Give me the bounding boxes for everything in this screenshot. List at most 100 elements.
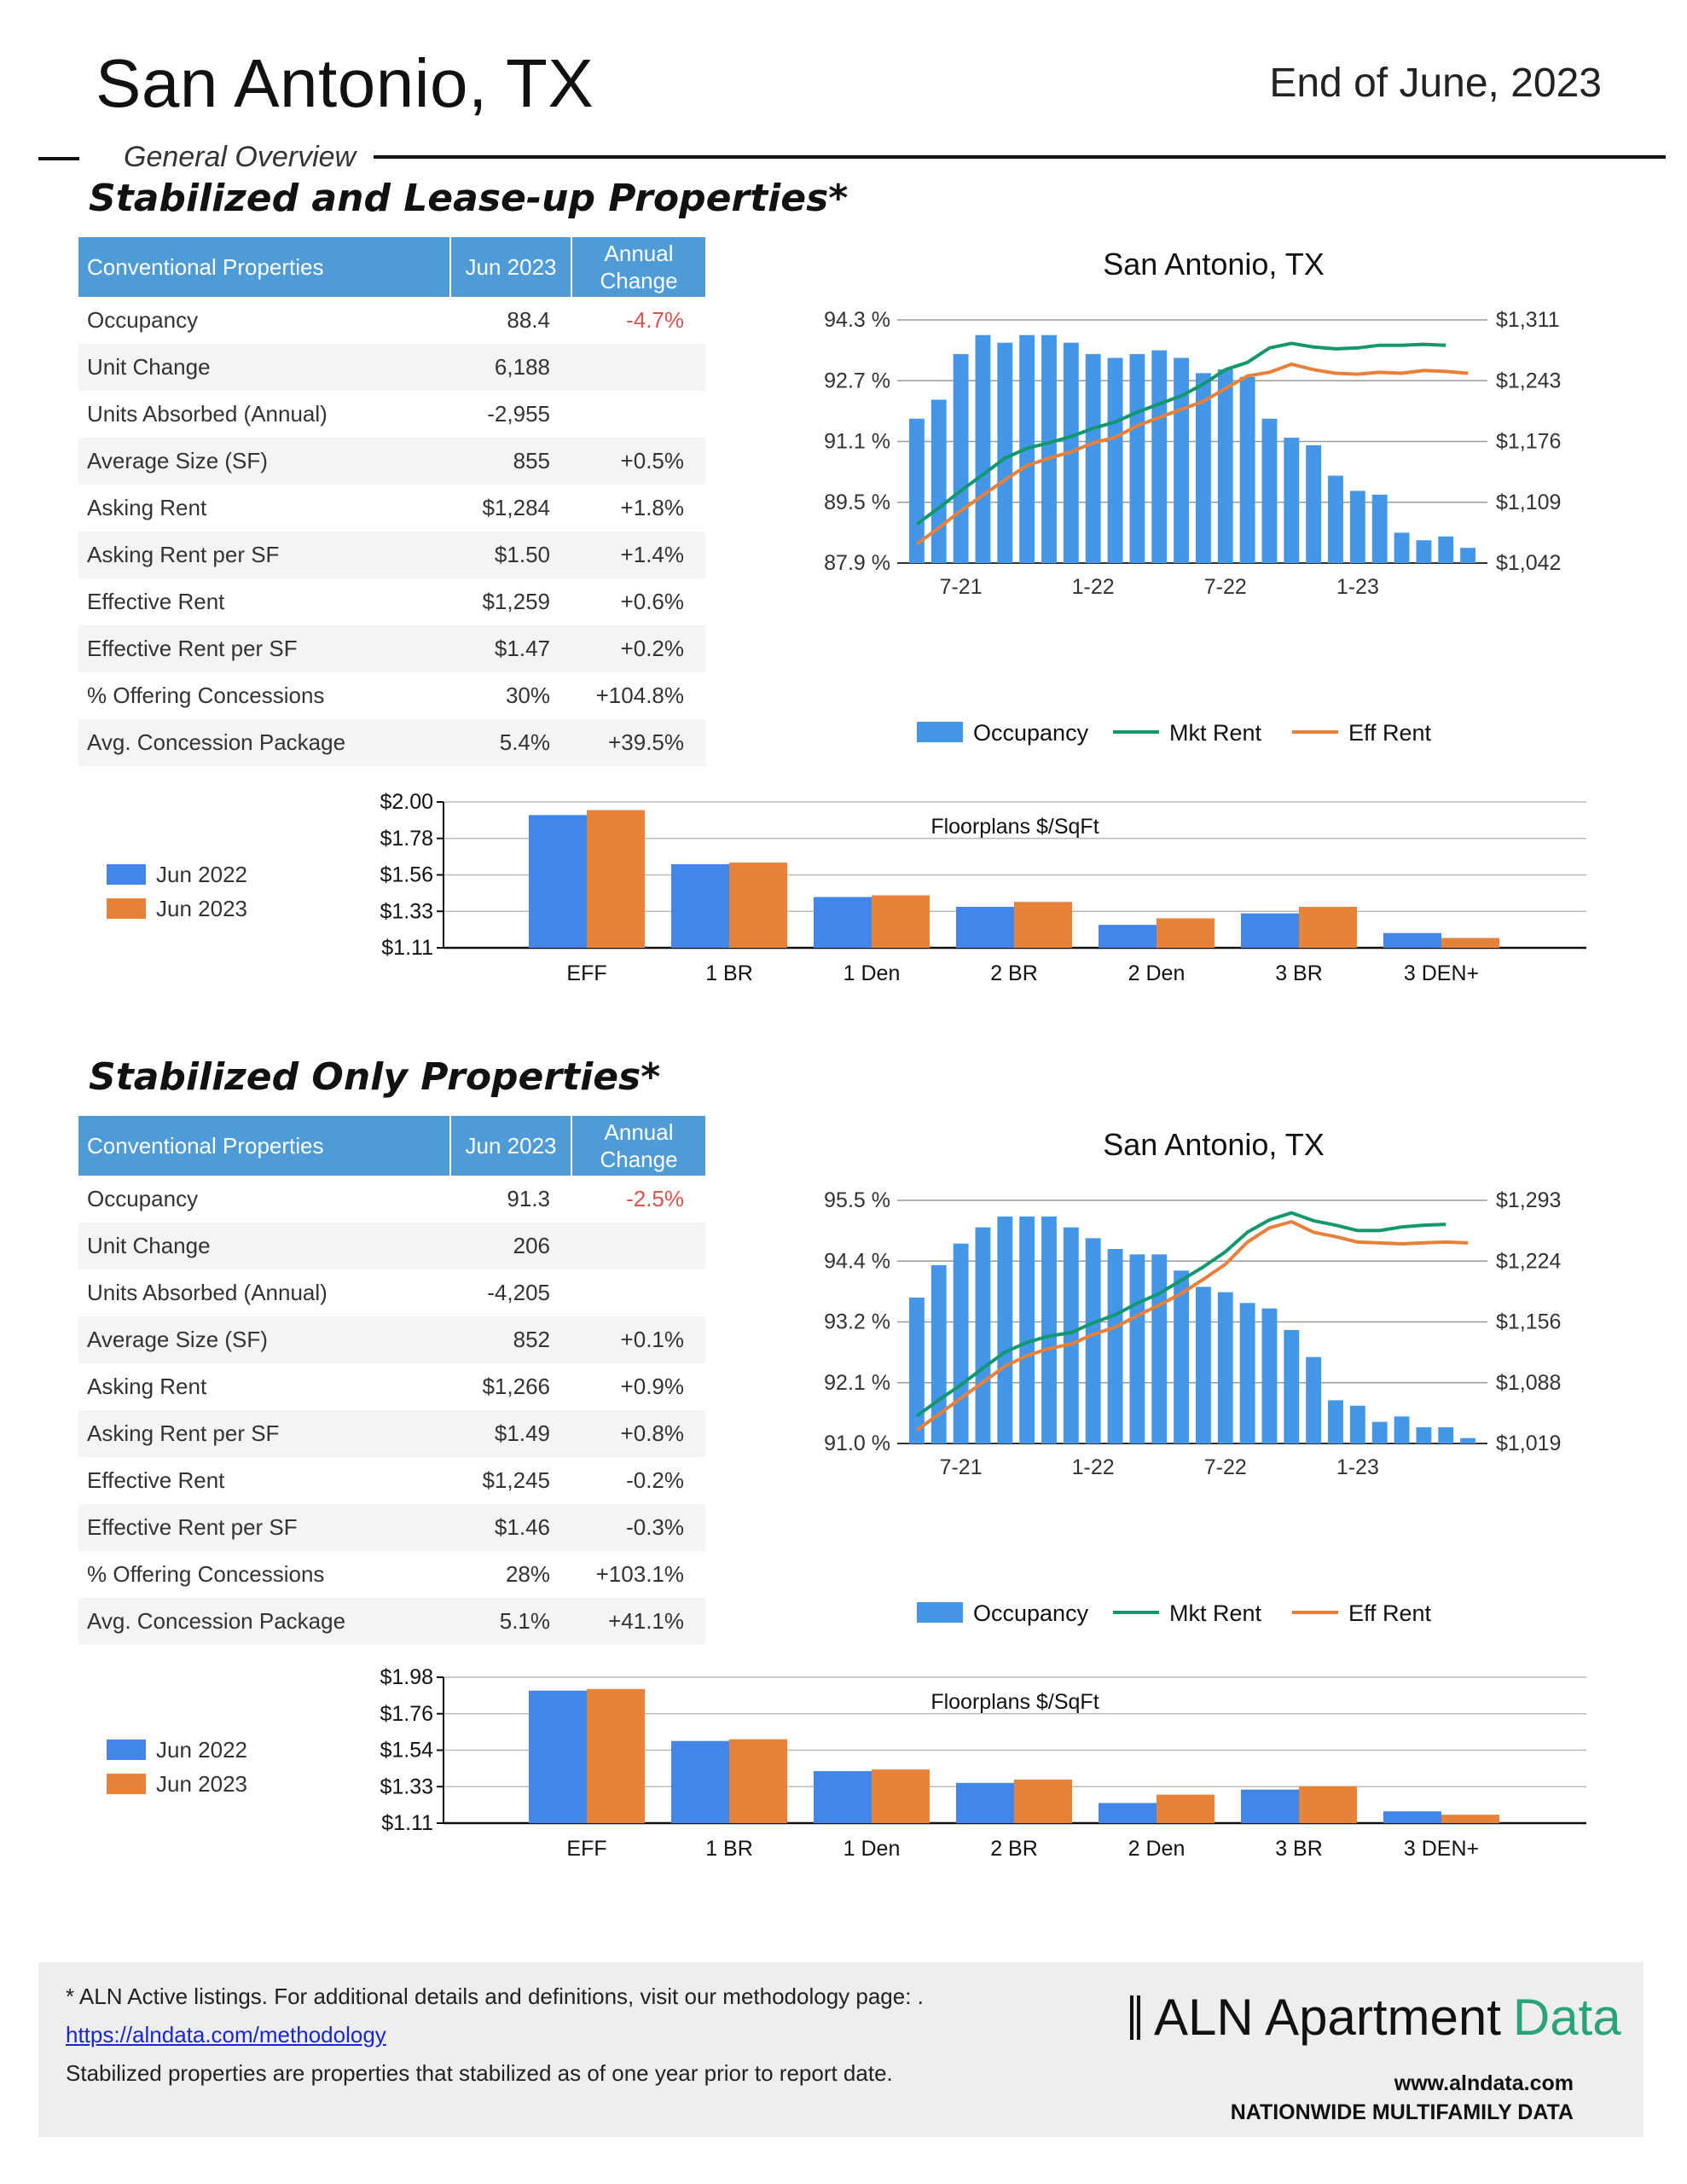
occupancy-bar [1438, 536, 1454, 563]
table-row: Unit Change 6,188 [78, 344, 705, 391]
y-left-tick-label: 94.4 % [824, 1249, 890, 1273]
x-tick-label: 1 BR [705, 1837, 753, 1861]
y-right-tick-label: $1,311 [1496, 308, 1560, 332]
row-label: % Offering Concessions [87, 1561, 325, 1587]
table-row: Effective Rent per SF $1.46 -0.3% [78, 1504, 705, 1551]
occupancy-bar [1129, 354, 1145, 563]
row-label: Asking Rent [87, 1374, 207, 1399]
floorplan-bar [1383, 932, 1441, 948]
table-header-row: Conventional Properties Jun 2023 Annual C… [78, 237, 705, 297]
occupancy-bar [997, 342, 1013, 563]
occupancy-bar [1196, 1287, 1211, 1443]
y-right-tick-label: $1,156 [1496, 1310, 1561, 1334]
y-tick-label: $2.00 [380, 790, 433, 814]
occupancy-bar [1239, 376, 1255, 563]
row-change: +0.9% [620, 1374, 684, 1399]
occupancy-bar [909, 1298, 925, 1443]
row-value: 28% [505, 1561, 550, 1587]
legend-swatch [107, 898, 146, 919]
y-right-tick-label: $1,088 [1496, 1371, 1561, 1395]
legend-swatch [917, 1602, 963, 1623]
website-text: www.alndata.com [1394, 2071, 1574, 2095]
methodology-link[interactable]: https://alndata.com/methodology [66, 2022, 386, 2048]
x-tick-label: 1-23 [1336, 575, 1379, 599]
chart-title: San Antonio, TX [1103, 247, 1325, 282]
x-tick-label: 3 DEN+ [1404, 961, 1479, 985]
occupancy-bar [1063, 1227, 1079, 1443]
legend-label: Mkt Rent [1169, 1600, 1262, 1626]
col-header-change: Annual Change [571, 237, 705, 297]
x-tick-label: 1-23 [1336, 1455, 1379, 1479]
row-label: Effective Rent per SF [78, 1504, 450, 1551]
row-label: Avg. Concession Package [78, 1598, 450, 1645]
occupancy-bar [1371, 494, 1388, 563]
legend-label: Jun 2023 [156, 895, 247, 921]
x-tick-label: EFF [566, 1837, 606, 1861]
floorplan-bar [1441, 1815, 1499, 1823]
occupancy-bar [975, 1227, 991, 1443]
floorplan-bar [1441, 938, 1499, 948]
row-value: 88.4 [507, 307, 550, 333]
occupancy-bar [1306, 444, 1322, 563]
occupancy-bar [1151, 1254, 1168, 1443]
occupancy-bar [1196, 373, 1211, 563]
chart-title: San Antonio, TX [1103, 1127, 1325, 1162]
row-label: Asking Rent [87, 495, 207, 520]
x-tick-label: 3 BR [1275, 961, 1323, 985]
stats-table-lease-up: Conventional Properties Jun 2023 Annual C… [78, 237, 705, 766]
occupancy-bar [1239, 1303, 1255, 1443]
row-value: $1,245 [482, 1467, 550, 1493]
floorplan-bar [671, 864, 729, 948]
table-row: Avg. Concession Package 5.4% +39.5% [78, 719, 705, 766]
row-change: +0.8% [571, 1410, 705, 1457]
occupancy-bar [1151, 350, 1168, 563]
row-change: +1.4% [571, 531, 705, 578]
x-tick-label: 3 DEN+ [1404, 1837, 1479, 1861]
footer-note: * ALN Active listings. For additional de… [66, 1984, 924, 2009]
floorplan-bar [872, 895, 930, 948]
row-label: Unit Change [78, 1223, 450, 1269]
page-title: San Antonio, TX [96, 45, 594, 121]
legend-label: Occupancy [973, 720, 1089, 746]
legend-swatch [107, 864, 146, 885]
row-change: +103.1% [595, 1561, 684, 1587]
table-row: % Offering Concessions 28% +103.1% [78, 1551, 705, 1598]
legend-item: Jun 2023 [107, 1767, 247, 1801]
legend-item: Jun 2023 [107, 892, 247, 926]
row-value: $1.47 [450, 625, 571, 672]
occupancy-bar [953, 1243, 969, 1443]
row-change [571, 344, 705, 391]
mkt-rent-line [915, 1211, 1446, 1418]
row-value: 91.3 [507, 1186, 550, 1211]
floorplan-bar [587, 810, 645, 948]
floorplan-bar [1014, 1779, 1072, 1823]
y-tick-label: $1.33 [380, 899, 433, 923]
y-right-tick-label: $1,019 [1496, 1432, 1561, 1455]
y-tick-label: $1.56 [380, 863, 433, 887]
floorplan-bar [1299, 906, 1357, 948]
eff-rent-line [915, 1220, 1469, 1432]
floorplan-bar [956, 906, 1014, 948]
row-value: 6,188 [450, 344, 571, 391]
y-left-tick-label: 91.1 % [824, 430, 890, 454]
floorplan-bar [872, 1769, 930, 1823]
occupancy-bar [1129, 1254, 1145, 1443]
row-label: Average Size (SF) [78, 438, 450, 485]
row-value: $1,284 [482, 495, 550, 520]
y-tick-label: $1.78 [380, 827, 433, 851]
floorplan-bar [1157, 1794, 1215, 1823]
row-label: Asking Rent per SF [78, 531, 450, 578]
row-value: 5.1% [450, 1598, 571, 1645]
row-value: 30% [505, 682, 550, 708]
y-right-tick-label: $1,293 [1496, 1188, 1561, 1212]
eff-rent-line [915, 362, 1469, 546]
occupancy-bar [1349, 1405, 1365, 1443]
occupancy-bar [1085, 1238, 1101, 1443]
legend-label: Jun 2022 [156, 861, 247, 887]
y-left-tick-label: 95.5 % [824, 1188, 890, 1212]
x-tick-label: 7-21 [940, 575, 983, 599]
occupancy-bar [930, 399, 947, 563]
occupancy-bar [1416, 540, 1432, 563]
row-value: $1.50 [450, 531, 571, 578]
table-row: Effective Rent $1,245 -0.2% [78, 1457, 705, 1504]
